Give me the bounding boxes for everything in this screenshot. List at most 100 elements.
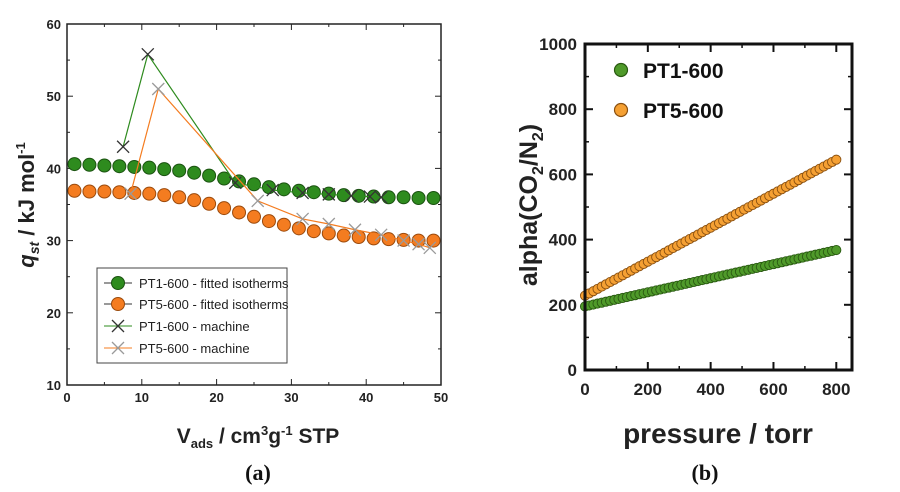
y-tick-label: 40 — [47, 161, 61, 176]
data-point — [266, 183, 280, 197]
legend-marker — [111, 341, 125, 355]
data-point — [97, 184, 112, 199]
legend-label: PT1-600 - fitted isotherms — [139, 276, 289, 291]
data-point — [374, 228, 388, 242]
data-point — [247, 209, 261, 224]
y-tick-label: 800 — [549, 100, 577, 119]
data-point — [348, 223, 362, 237]
legend-label: PT5-600 - fitted isotherms — [139, 297, 289, 312]
data-point — [157, 162, 172, 177]
legend-marker — [111, 297, 125, 311]
series-line — [129, 87, 430, 249]
y-tick-label: 30 — [47, 234, 61, 249]
chart-b-legend: PT1-600 PT5-600 — [613, 60, 724, 123]
legend-marker — [613, 62, 629, 78]
chart-b-ylabel: alpha(CO2/N2) — [515, 124, 547, 286]
data-point — [151, 82, 165, 96]
data-point — [67, 157, 82, 172]
chart-a-series — [67, 47, 441, 255]
chart-b-plot-frame — [583, 42, 854, 372]
chart-b-series — [579, 154, 842, 312]
x-tick-label: 20 — [209, 390, 223, 405]
legend-marker — [111, 319, 125, 333]
x-tick-label: 10 — [135, 390, 149, 405]
data-point — [276, 182, 291, 197]
data-point — [112, 159, 127, 174]
x-tick-label: 400 — [696, 380, 724, 399]
chart-a-legend: PT1-600 - fitted isotherms PT5-600 - fit… — [96, 267, 289, 364]
x-tick-label: 0 — [580, 380, 589, 399]
data-point — [157, 188, 172, 203]
legend-label: PT5-600 - machine — [139, 341, 250, 356]
data-point — [112, 185, 127, 200]
data-point — [426, 233, 441, 248]
data-point — [322, 187, 336, 201]
data-point — [202, 168, 217, 183]
data-point — [228, 176, 242, 190]
data-point — [127, 159, 142, 174]
data-point — [396, 190, 411, 205]
chart-b-xlabel: pressure / torr — [623, 418, 813, 449]
legend-marker — [613, 102, 629, 118]
data-point — [67, 183, 82, 198]
data-point — [217, 201, 232, 216]
data-point — [321, 226, 336, 241]
x-tick-label: 200 — [634, 380, 662, 399]
y-tick-label: 50 — [47, 89, 61, 104]
data-point — [423, 241, 437, 255]
data-point — [351, 229, 366, 244]
data-point — [322, 217, 336, 231]
data-point — [412, 237, 426, 251]
data-point — [397, 234, 411, 248]
data-point — [291, 221, 306, 236]
legend-marker — [111, 276, 125, 290]
data-point — [831, 244, 842, 256]
y-tick-label: 0 — [568, 361, 577, 380]
x-tick-label: 40 — [359, 390, 373, 405]
chart-a-ylabel: qst / kJ mol-1 — [13, 142, 42, 268]
data-point — [187, 165, 202, 180]
data-point — [306, 224, 321, 239]
data-point — [124, 187, 138, 201]
data-point — [344, 189, 358, 203]
data-point — [381, 190, 396, 205]
data-point — [366, 231, 381, 246]
data-point — [247, 177, 261, 192]
y-tick-label: 200 — [549, 296, 577, 315]
data-point — [142, 186, 157, 201]
data-point — [116, 140, 130, 154]
data-point — [261, 214, 276, 229]
data-point — [296, 212, 310, 226]
data-point — [187, 193, 202, 208]
data-point — [296, 186, 310, 200]
legend-label: PT1-600 — [643, 60, 724, 83]
chart-a-plot-frame — [66, 23, 442, 386]
data-point — [831, 154, 842, 165]
x-tick-label: 600 — [759, 380, 787, 399]
data-point — [374, 190, 388, 204]
y-tick-label: 10 — [47, 378, 61, 393]
y-tick-label: 20 — [47, 306, 61, 321]
y-tick-label: 600 — [549, 165, 577, 184]
data-point — [306, 185, 321, 200]
panel-label-b: (b) — [692, 460, 719, 485]
chart-b: 0 200 400 600 800 0 200 400 600 800 1000 alpha(CO2… — [515, 35, 854, 485]
data-point — [142, 160, 157, 175]
data-point — [172, 190, 187, 205]
x-tick-label: 50 — [434, 390, 448, 405]
data-point — [381, 232, 396, 247]
x-tick-label: 800 — [822, 380, 850, 399]
data-point — [363, 190, 377, 204]
data-point — [426, 191, 441, 206]
legend-label: PT5-600 — [643, 100, 724, 123]
legend-label: PT1-600 - machine — [139, 319, 250, 334]
data-point — [141, 47, 155, 61]
data-point — [232, 205, 247, 220]
data-point — [202, 196, 217, 211]
data-point — [291, 183, 306, 198]
y-tick-label: 60 — [47, 17, 61, 32]
data-point — [251, 194, 265, 208]
chart-a-xlabel: Vads / cm3g-1 STP — [177, 423, 340, 451]
